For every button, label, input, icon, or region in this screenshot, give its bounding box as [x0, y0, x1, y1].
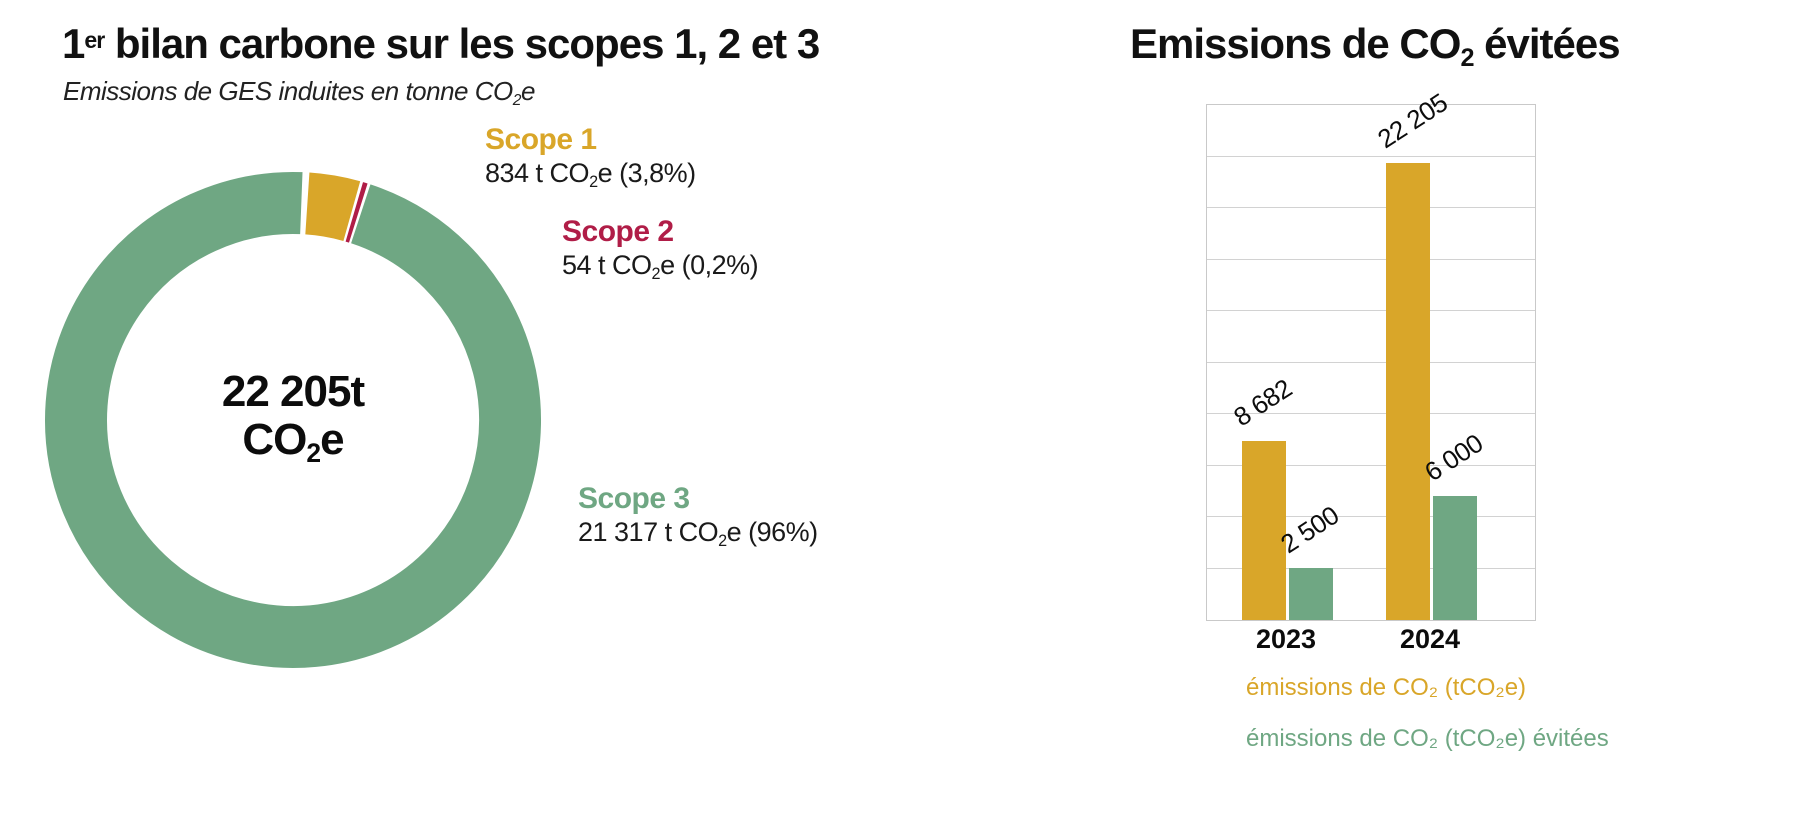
bar-2024-series-1	[1386, 163, 1430, 620]
title-superscript: er	[84, 26, 105, 53]
gridline	[1207, 567, 1535, 569]
donut-slice-scope-2	[345, 182, 368, 243]
subscript-2: 2	[589, 172, 598, 191]
donut-center-unit: CO2e	[242, 415, 344, 468]
gridline	[1207, 516, 1535, 517]
donut-slice-scope-3	[45, 172, 541, 668]
donut-center-label: 22 205t CO2e	[143, 368, 443, 469]
x-axis-label-2024: 2024	[1399, 624, 1461, 654]
bar-plot: 8 682 2 500 22 205 6 000	[1206, 87, 1536, 621]
bar-2023-series-1	[1242, 441, 1286, 620]
donut-center-total: 22 205t	[221, 367, 365, 416]
x-axis-label-2023: 2023	[1255, 624, 1317, 654]
scope-1-label: Scope 1	[485, 123, 597, 156]
gridline	[1207, 361, 1535, 363]
bar-chart-title: Emissions de CO2 évitées	[1130, 20, 1621, 72]
scope-2-label: Scope 2	[562, 215, 674, 248]
bar-2023-series-2	[1289, 568, 1333, 620]
donut-chart	[45, 172, 541, 668]
bar-value-label: 22 205	[1372, 87, 1453, 155]
scope-2-annotation: Scope 2 54 t CO2e (0,2%)	[562, 215, 759, 286]
scope-3-annotation: Scope 3 21 317 t CO2e (96%)	[578, 483, 818, 553]
subscript-2: 2	[512, 91, 522, 109]
scope-3-label: Scope 3	[578, 482, 690, 515]
gridline	[1207, 258, 1535, 260]
gridline	[1207, 464, 1535, 466]
donut-slice-scope-1	[304, 172, 361, 242]
gridline	[1207, 207, 1535, 208]
scope-2-value: 54 t CO2e (0,2%)	[562, 250, 759, 283]
bar-value-label: 8 682	[1228, 372, 1297, 433]
scope-1-annotation: Scope 1 834 t CO2e (3,8%)	[485, 124, 696, 194]
gridline	[1207, 155, 1535, 157]
subscript-2: 2	[651, 264, 661, 283]
bar-2024-series-2	[1433, 496, 1477, 620]
donut-chart-title: 1er bilan carbone sur les scopes 1, 2 et…	[62, 20, 820, 67]
legend-item-emissions-evitees: émissions de CO₂ (tCO₂e) évitées	[1246, 725, 1609, 752]
subscript-2: 2	[306, 437, 321, 468]
subscript-2: 2	[1460, 43, 1474, 72]
donut-chart-subtitle: Emissions de GES induites en tonne CO2e	[63, 76, 535, 109]
legend-item-emissions: émissions de CO₂ (tCO₂e)	[1246, 674, 1527, 701]
scope-3-value: 21 317 t CO2e (96%)	[578, 517, 818, 550]
gridline	[1207, 413, 1535, 414]
subscript-2: 2	[718, 531, 727, 550]
scope-1-value: 834 t CO2e (3,8%)	[485, 158, 696, 191]
gridline	[1207, 310, 1535, 311]
